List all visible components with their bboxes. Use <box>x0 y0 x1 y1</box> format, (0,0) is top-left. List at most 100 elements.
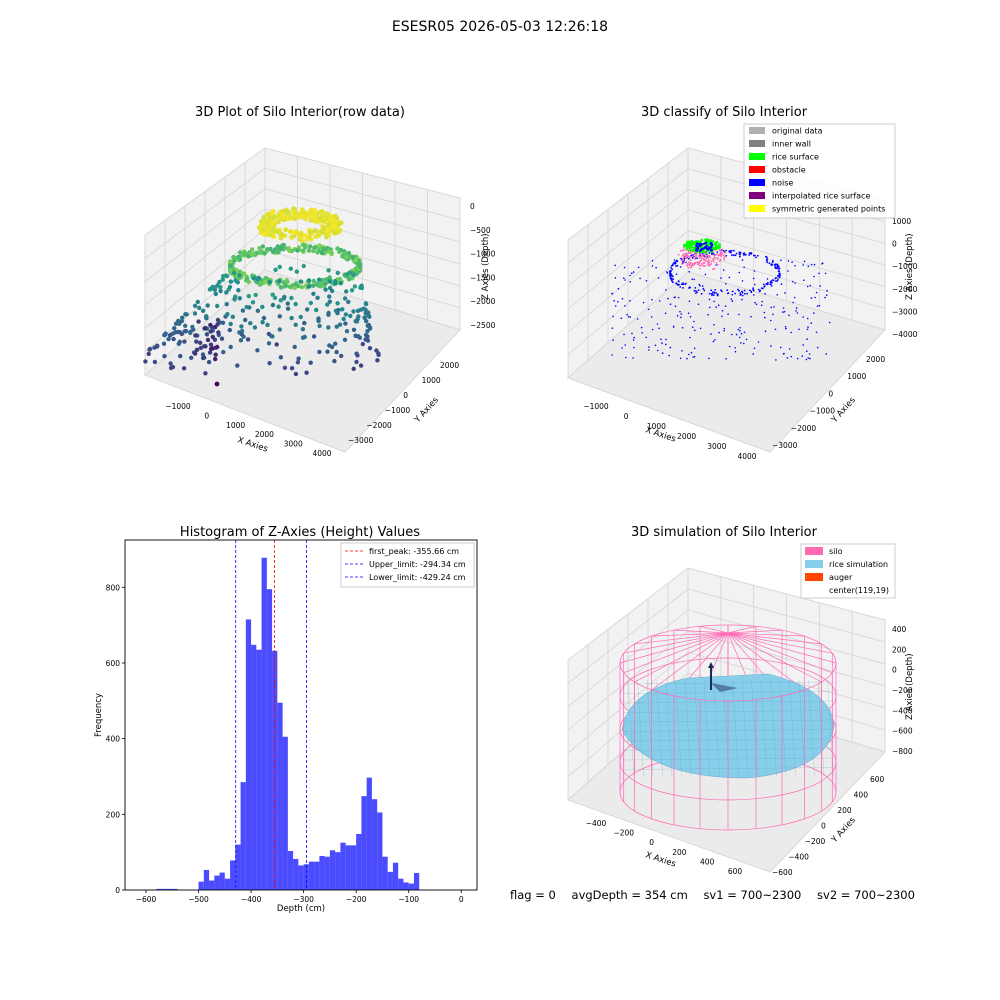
noise-point <box>770 306 772 309</box>
noise-point <box>738 255 741 258</box>
legend-entry: original data <box>772 127 823 136</box>
raw-point <box>260 227 266 233</box>
raw-y-ticks: 2000 1000 0 −1000 −2000 −3000 <box>348 361 459 445</box>
noise-point <box>728 345 731 348</box>
noise-point <box>645 336 647 339</box>
interpolated-point <box>703 261 705 264</box>
noise-point <box>794 265 796 267</box>
noise-point <box>651 298 653 301</box>
raw-point <box>326 325 331 330</box>
avg-depth-value: avgDepth = 354 cm <box>571 888 688 902</box>
raw-point <box>299 207 305 213</box>
raw-point <box>201 355 207 360</box>
noise-point <box>825 353 828 355</box>
raw-point <box>295 283 301 289</box>
noise-point <box>802 316 804 318</box>
noise-point <box>743 252 746 255</box>
noise-point <box>720 277 722 279</box>
x-tick-label: 3000 <box>284 440 303 449</box>
noise-point <box>621 298 624 300</box>
raw-point <box>278 298 283 303</box>
noise-point <box>743 266 745 269</box>
histogram-bar <box>408 883 414 890</box>
hist-title: Histogram of Z-Axies (Height) Values <box>180 525 420 540</box>
z-tick-label: −2500 <box>470 321 496 330</box>
noise-point <box>667 297 669 300</box>
interpolated-point <box>689 256 691 259</box>
noise-point <box>721 315 723 318</box>
noise-point <box>687 312 690 315</box>
noise-point <box>660 338 662 341</box>
noise-point <box>725 283 727 285</box>
noise-point <box>614 277 617 279</box>
y-tick-label: −600 <box>772 868 793 877</box>
raw-point <box>213 291 218 297</box>
noise-point <box>682 283 684 286</box>
noise-point <box>647 308 650 311</box>
noise-point <box>710 292 713 295</box>
raw-point <box>339 353 344 359</box>
interpolated-point <box>698 264 700 267</box>
raw-point <box>265 322 270 328</box>
interpolated-point <box>684 255 687 257</box>
noise-point <box>760 287 763 289</box>
raw-point <box>162 332 168 338</box>
raw-point <box>317 349 322 355</box>
noise-point <box>674 261 677 263</box>
raw-point <box>336 229 342 234</box>
noise-point <box>685 282 687 285</box>
raw-point <box>270 302 276 308</box>
noise-point <box>788 314 790 317</box>
raw-point <box>152 359 158 365</box>
noise-point <box>810 297 813 299</box>
histogram-bar <box>224 878 231 890</box>
raw-point <box>327 294 332 299</box>
noise-point <box>764 292 766 295</box>
interpolated-point <box>686 253 689 256</box>
noise-point <box>617 301 619 303</box>
noise-point <box>695 244 698 247</box>
noise-point <box>658 327 660 330</box>
sim-legend-entry: rice simulation <box>829 560 888 569</box>
raw-point <box>205 303 210 308</box>
noise-point <box>611 354 613 356</box>
raw-point <box>161 341 167 346</box>
raw-point <box>296 231 302 237</box>
raw-point <box>337 249 342 254</box>
classify-x-ticks: −1000 0 1000 2000 3000 4000 <box>583 402 756 461</box>
noise-point <box>629 316 632 318</box>
interpolated-point <box>683 253 685 256</box>
raw-point <box>208 342 214 347</box>
rice-surface-point <box>687 244 691 247</box>
histogram-bar <box>340 842 346 890</box>
z-tick-label: 400 <box>892 625 907 634</box>
noise-point <box>611 292 614 295</box>
y-tick-label: 600 <box>870 775 885 784</box>
histogram-bar <box>314 861 320 890</box>
noise-point <box>688 286 691 289</box>
raw-point <box>365 334 370 339</box>
raw-point <box>228 268 233 273</box>
histogram-bar <box>319 855 325 890</box>
noise-point <box>704 246 707 250</box>
raw-point <box>266 211 271 217</box>
raw-point <box>332 358 337 364</box>
flag-value: flag = 0 <box>510 888 556 902</box>
noise-point <box>750 252 753 255</box>
raw-point <box>270 334 275 339</box>
noise-point <box>740 342 742 344</box>
sv2-value: sv2 = 700~2300 <box>817 888 915 902</box>
raw-point <box>331 218 337 224</box>
noise-point <box>695 292 697 295</box>
noise-point <box>637 266 640 269</box>
raw-point <box>235 363 240 368</box>
noise-point <box>704 241 708 245</box>
raw-point <box>315 295 320 300</box>
raw-point <box>252 325 258 330</box>
raw-point <box>311 283 316 288</box>
noise-point <box>777 267 779 270</box>
noise-point <box>734 292 737 295</box>
raw-point <box>315 282 320 287</box>
noise-point <box>730 298 733 301</box>
